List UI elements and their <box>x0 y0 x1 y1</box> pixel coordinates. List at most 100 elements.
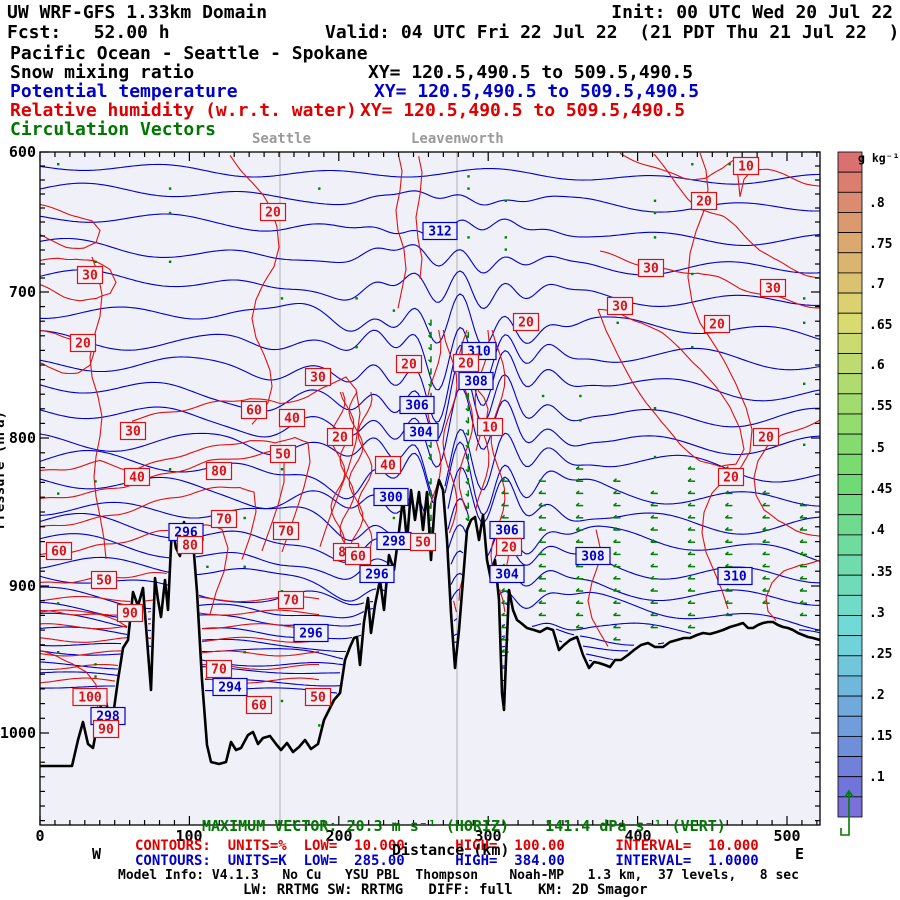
model-info: Model Info: V4.1.3 No Cu YSU PBL Thompso… <box>118 868 799 883</box>
svg-text:70: 70 <box>211 663 227 678</box>
field-rh-label: Relative humidity (w.r.t. water) <box>10 100 357 121</box>
field-snow-label: Snow mixing ratio <box>10 62 195 83</box>
svg-text:90: 90 <box>98 723 114 738</box>
svg-text:200: 200 <box>325 827 352 845</box>
svg-text:.75: .75 <box>869 237 892 252</box>
svg-text:300: 300 <box>474 827 501 845</box>
svg-text:30: 30 <box>82 269 98 284</box>
field-vectors-label: Circulation Vectors <box>10 119 216 140</box>
svg-text:308: 308 <box>464 375 488 390</box>
svg-text:70: 70 <box>216 513 232 528</box>
svg-text:.8: .8 <box>869 196 885 211</box>
svg-text:20: 20 <box>458 357 474 372</box>
svg-text:.25: .25 <box>869 647 892 662</box>
svg-text:.5: .5 <box>869 441 885 456</box>
colorbar-unit: g kg⁻¹ <box>858 151 900 165</box>
svg-text:30: 30 <box>612 300 628 315</box>
svg-text:70: 70 <box>283 594 299 609</box>
rh-contour-labels: 10 20 30 30 30 20 20 20 30 20 30 60 40 20 30 50 80 40 40 70… <box>45 156 787 739</box>
svg-text:.4: .4 <box>869 523 885 538</box>
svg-text:20: 20 <box>723 471 739 486</box>
city-reference-lines <box>279 152 458 825</box>
svg-text:40: 40 <box>284 412 300 427</box>
svg-text:900: 900 <box>9 577 36 595</box>
svg-text:312: 312 <box>428 225 451 240</box>
svg-text:50: 50 <box>310 691 326 706</box>
svg-text:296: 296 <box>299 627 323 642</box>
svg-text:400: 400 <box>624 827 651 845</box>
cross-section-title: Pacific Ocean - Seattle - Spokane <box>10 43 368 64</box>
axes: 0 100 200 300 400 500 600 700 800 900 1000 Pressure… <box>0 143 821 845</box>
vector-scale-arrow <box>840 789 854 836</box>
svg-text:90: 90 <box>122 607 138 622</box>
y-axis-title: Pressure (hPa) <box>0 411 8 529</box>
max-vector-line: MAXIMUM VECTOR: 20.3 m s⁻¹ (HORIZ) 141.4… <box>202 817 726 835</box>
svg-text:80: 80 <box>211 465 227 480</box>
svg-text:298: 298 <box>382 535 406 550</box>
svg-text:20: 20 <box>518 316 534 331</box>
svg-text:40: 40 <box>380 459 396 474</box>
svg-text:20: 20 <box>401 358 417 373</box>
city-label-leavenworth: Leavenworth <box>411 131 504 147</box>
svg-text:10: 10 <box>738 160 754 175</box>
svg-text:20: 20 <box>75 337 91 352</box>
svg-text:60: 60 <box>246 404 262 419</box>
theta-contour-info: CONTOURS: UNITS=K LOW= 285.00 HIGH= 384.… <box>135 853 759 869</box>
rh-contour-info: CONTOURS: UNITS=% LOW= 10.000 HIGH= 100.… <box>135 838 759 854</box>
svg-text:304: 304 <box>409 426 433 441</box>
svg-text:100: 100 <box>78 691 102 706</box>
svg-text:20: 20 <box>332 431 348 446</box>
svg-text:1000: 1000 <box>0 724 36 742</box>
field-theta-label: Potential temperature <box>10 81 238 102</box>
svg-text:.65: .65 <box>869 318 892 333</box>
field-rh-xy: XY= 120.5,490.5 to 509.5,490.5 <box>360 100 686 121</box>
svg-text:80: 80 <box>182 539 198 554</box>
svg-text:60: 60 <box>51 545 67 560</box>
svg-text:30: 30 <box>643 262 659 277</box>
svg-text:30: 30 <box>125 425 141 440</box>
svg-text:.15: .15 <box>869 729 892 744</box>
terrain-profile <box>40 478 820 768</box>
svg-text:700: 700 <box>9 283 36 301</box>
svg-text:300: 300 <box>379 491 403 506</box>
svg-text:40: 40 <box>129 471 145 486</box>
svg-text:20: 20 <box>501 541 517 556</box>
svg-text:70: 70 <box>278 525 294 540</box>
svg-text:50: 50 <box>96 574 112 589</box>
svg-text:600: 600 <box>9 143 36 161</box>
svg-text:304: 304 <box>495 568 519 583</box>
field-snow-xy: XY= 120.5,490.5 to 509.5,490.5 <box>368 62 694 83</box>
init-time: Init: 00 UTC Wed 20 Jul 22 <box>611 2 893 23</box>
svg-text:.35: .35 <box>869 565 892 580</box>
domain-title: UW WRF-GFS 1.33km Domain <box>7 2 268 23</box>
physics-info: LW: RRTMG SW: RRTMG DIFF: full KM: 2D Sm… <box>243 882 648 898</box>
city-label-seattle: Seattle <box>252 131 312 147</box>
svg-text:800: 800 <box>9 429 36 447</box>
valid-time: Valid: 04 UTC Fri 22 Jul 22 (21 PDT Thu … <box>325 22 900 43</box>
svg-text:.55: .55 <box>869 399 892 414</box>
west-label: W <box>92 845 102 863</box>
svg-text:30: 30 <box>310 371 326 386</box>
svg-text:296: 296 <box>365 568 389 583</box>
svg-text:.6: .6 <box>869 358 885 373</box>
svg-text:306: 306 <box>405 399 429 414</box>
svg-text:20: 20 <box>265 206 281 221</box>
svg-text:.1: .1 <box>869 770 885 785</box>
field-theta-xy: XY= 120.5,490.5 to 509.5,490.5 <box>374 81 700 102</box>
svg-text:30: 30 <box>765 282 781 297</box>
svg-text:60: 60 <box>251 699 267 714</box>
svg-text:294: 294 <box>218 681 242 696</box>
svg-text:10: 10 <box>482 421 498 436</box>
svg-text:0: 0 <box>35 827 44 845</box>
svg-text:50: 50 <box>275 448 291 463</box>
svg-text:308: 308 <box>581 550 605 565</box>
svg-text:306: 306 <box>495 524 519 539</box>
svg-text:.2: .2 <box>869 688 885 703</box>
svg-text:.7: .7 <box>869 277 885 292</box>
svg-text:.3: .3 <box>869 606 885 621</box>
svg-text:500: 500 <box>773 827 800 845</box>
forecast-hour: Fcst: 52.00 h <box>7 22 170 43</box>
svg-text:20: 20 <box>709 318 725 333</box>
